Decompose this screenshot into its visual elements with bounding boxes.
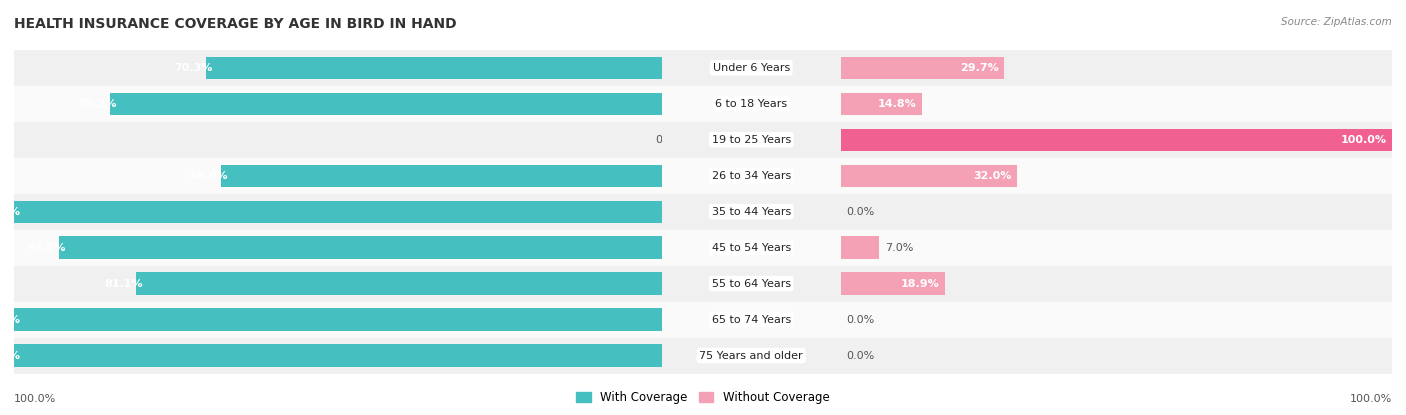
Bar <box>841 266 1392 302</box>
Bar <box>14 229 662 266</box>
Text: 68.0%: 68.0% <box>190 171 228 181</box>
Bar <box>662 302 841 337</box>
Bar <box>14 50 662 86</box>
Text: Under 6 Years: Under 6 Years <box>713 63 790 73</box>
Bar <box>14 158 662 194</box>
Bar <box>841 50 1392 86</box>
Text: 100.0%: 100.0% <box>0 315 21 325</box>
Bar <box>841 129 1392 151</box>
Bar <box>136 272 662 295</box>
Bar <box>841 122 1392 158</box>
Text: 100.0%: 100.0% <box>1350 394 1392 404</box>
Bar <box>14 302 662 337</box>
Text: 45 to 54 Years: 45 to 54 Years <box>711 243 790 253</box>
Text: HEALTH INSURANCE COVERAGE BY AGE IN BIRD IN HAND: HEALTH INSURANCE COVERAGE BY AGE IN BIRD… <box>14 17 457 31</box>
Text: 6 to 18 Years: 6 to 18 Years <box>716 99 787 109</box>
Text: 65 to 74 Years: 65 to 74 Years <box>711 315 790 325</box>
Text: 19 to 25 Years: 19 to 25 Years <box>711 135 790 145</box>
Bar <box>14 200 662 223</box>
Text: 26 to 34 Years: 26 to 34 Years <box>711 171 790 181</box>
Bar <box>662 122 841 158</box>
Bar <box>14 86 662 122</box>
Text: 81.1%: 81.1% <box>104 278 143 288</box>
Text: 100.0%: 100.0% <box>1340 135 1386 145</box>
Bar <box>14 266 662 302</box>
Bar <box>841 302 1392 337</box>
Bar <box>110 93 662 115</box>
Bar <box>14 194 662 229</box>
Text: 0.0%: 0.0% <box>846 351 875 361</box>
Bar <box>59 237 662 259</box>
Bar <box>841 93 922 115</box>
Bar <box>662 194 841 229</box>
Bar <box>662 86 841 122</box>
Text: 100.0%: 100.0% <box>0 207 21 217</box>
Bar <box>841 164 1017 187</box>
Bar <box>841 86 1392 122</box>
Bar <box>841 272 945 295</box>
Text: 0.0%: 0.0% <box>846 315 875 325</box>
Text: 18.9%: 18.9% <box>901 278 939 288</box>
Legend: With Coverage, Without Coverage: With Coverage, Without Coverage <box>572 387 834 409</box>
Text: 35 to 44 Years: 35 to 44 Years <box>711 207 790 217</box>
Text: 14.8%: 14.8% <box>879 99 917 109</box>
Bar <box>14 344 662 367</box>
Text: 100.0%: 100.0% <box>0 351 21 361</box>
Bar <box>662 50 841 86</box>
Bar <box>662 266 841 302</box>
Bar <box>14 122 662 158</box>
Text: 93.0%: 93.0% <box>27 243 66 253</box>
Bar <box>841 56 1004 79</box>
Bar <box>221 164 662 187</box>
Text: Source: ZipAtlas.com: Source: ZipAtlas.com <box>1281 17 1392 27</box>
Text: 75 Years and older: 75 Years and older <box>699 351 803 361</box>
Bar <box>14 308 662 331</box>
Text: 0.0%: 0.0% <box>655 135 683 145</box>
Bar <box>841 158 1392 194</box>
Text: 70.3%: 70.3% <box>174 63 212 73</box>
Text: 0.0%: 0.0% <box>846 207 875 217</box>
Bar <box>841 337 1392 374</box>
Text: 29.7%: 29.7% <box>960 63 1000 73</box>
Text: 100.0%: 100.0% <box>14 394 56 404</box>
Bar <box>14 337 662 374</box>
Bar <box>841 237 879 259</box>
Bar <box>841 194 1392 229</box>
Text: 55 to 64 Years: 55 to 64 Years <box>711 278 790 288</box>
Bar <box>207 56 662 79</box>
Text: 85.2%: 85.2% <box>77 99 117 109</box>
Bar <box>662 158 841 194</box>
Text: 7.0%: 7.0% <box>884 243 914 253</box>
Bar <box>662 229 841 266</box>
Text: 32.0%: 32.0% <box>973 171 1012 181</box>
Bar <box>662 337 841 374</box>
Bar <box>841 229 1392 266</box>
